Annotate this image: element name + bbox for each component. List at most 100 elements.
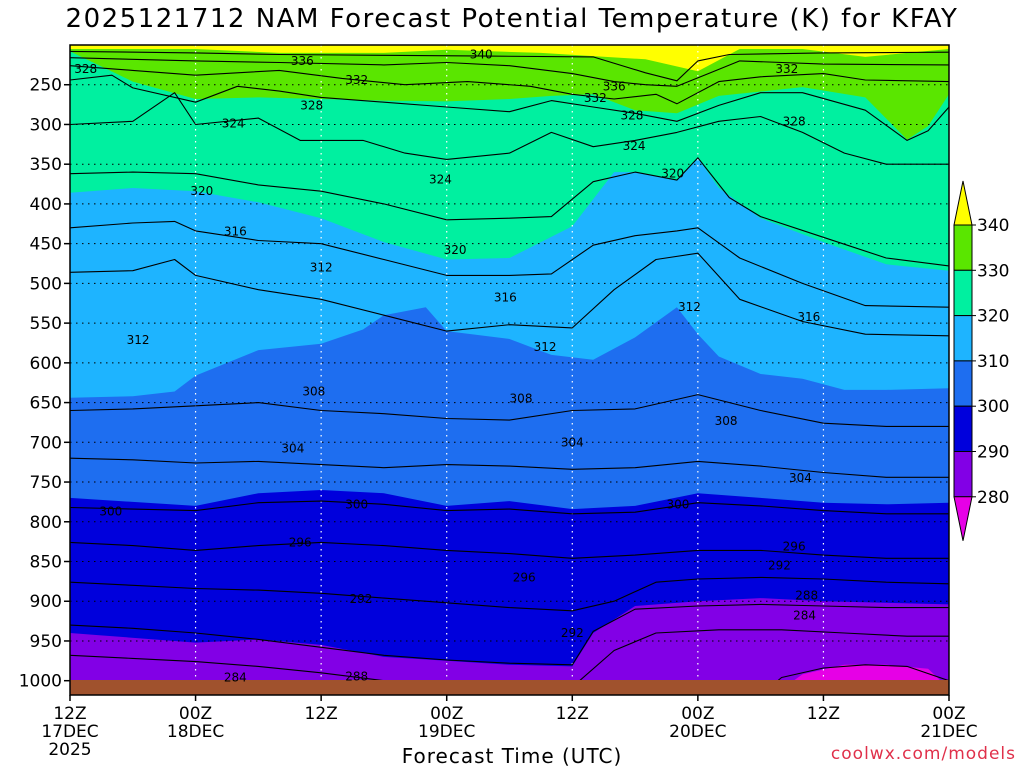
x-tick-label-36-line2: 19DEC bbox=[418, 722, 475, 742]
contour-label-0: 336 bbox=[291, 54, 314, 68]
contour-label-12: 320 bbox=[661, 167, 684, 181]
contour-label-41: 288 bbox=[345, 670, 368, 684]
colorbar-bin-340 bbox=[953, 180, 973, 226]
contour-label-25: 308 bbox=[715, 414, 738, 428]
y-tick-label-800: 800 bbox=[30, 513, 62, 533]
contour-336 bbox=[70, 57, 949, 87]
colorbar-label-310: 310 bbox=[977, 352, 1009, 372]
gridlines bbox=[70, 45, 949, 695]
contour-label-26: 304 bbox=[281, 442, 304, 456]
contour-label-39: 284 bbox=[793, 609, 816, 623]
contour-312 bbox=[70, 252, 949, 337]
y-tick-label-300: 300 bbox=[30, 115, 62, 135]
contour-label-36: 292 bbox=[349, 592, 372, 606]
x-tick-label-60-line1: 00Z bbox=[681, 704, 714, 724]
contour-label-20: 316 bbox=[797, 310, 820, 324]
colorbar-label-330: 330 bbox=[977, 261, 1009, 281]
contour-288 bbox=[70, 603, 949, 666]
x-tick-label-60-line2: 20DEC bbox=[669, 722, 726, 742]
x-tick-label-84-line1: 00Z bbox=[932, 704, 965, 724]
y-tick-label-950: 950 bbox=[30, 632, 62, 652]
colorbar-bin-320 bbox=[953, 269, 973, 317]
x-tick-label-24-line1: 12Z bbox=[305, 704, 338, 724]
y-tick-label-650: 650 bbox=[30, 394, 62, 414]
contour-label-34: 296 bbox=[783, 539, 806, 553]
contour-label-2: 328 bbox=[74, 62, 97, 76]
contour-316 bbox=[70, 220, 949, 308]
contour-label-19: 312 bbox=[678, 300, 701, 314]
contour-332 bbox=[70, 65, 949, 105]
colorbar-label-340: 340 bbox=[977, 216, 1009, 236]
y-tick-label-700: 700 bbox=[30, 433, 62, 453]
x-axis-label: Forecast Time (UTC) bbox=[401, 744, 623, 768]
contour-label-10: 324 bbox=[222, 117, 245, 131]
contour-label-22: 312 bbox=[534, 340, 557, 354]
colorbar-bin-310 bbox=[953, 315, 973, 362]
contour-label-29: 300 bbox=[99, 504, 122, 518]
colorbar-bin-300 bbox=[953, 360, 973, 407]
x-tick-label-48-line1: 12Z bbox=[556, 704, 589, 724]
contour-label-27: 304 bbox=[561, 435, 584, 449]
y-tick-label-550: 550 bbox=[30, 314, 62, 334]
contour-label-9: 328 bbox=[783, 114, 806, 128]
contour-label-18: 316 bbox=[494, 291, 517, 305]
contour-label-15: 316 bbox=[224, 225, 247, 239]
x-tick-label-72-line1: 12Z bbox=[807, 704, 840, 724]
contour-label-24: 308 bbox=[510, 392, 533, 406]
contour-label-3: 332 bbox=[345, 73, 368, 87]
contour-324 bbox=[70, 92, 949, 165]
contour-label-14: 320 bbox=[190, 184, 213, 198]
contour-label-16: 320 bbox=[444, 243, 467, 257]
contour-label-13: 324 bbox=[429, 172, 452, 186]
y-tick-label-450: 450 bbox=[30, 235, 62, 255]
colorbar-bin-270 bbox=[953, 496, 973, 541]
x-tick-label-84-line2: 21DEC bbox=[920, 722, 977, 742]
contour-label-4: 332 bbox=[775, 62, 798, 76]
y-tick-label-350: 350 bbox=[30, 155, 62, 175]
colorbar-label-300: 300 bbox=[977, 397, 1009, 417]
contour-label-40: 284 bbox=[224, 671, 247, 685]
colorbar-label-320: 320 bbox=[977, 307, 1009, 327]
colorbar: 340 330 320 310 300 290 280 bbox=[953, 180, 1009, 541]
x-tick-label-36-line1: 00Z bbox=[430, 704, 463, 724]
colorbar-label-280: 280 bbox=[977, 488, 1009, 508]
contour-320 bbox=[70, 157, 949, 267]
contour-label-5: 336 bbox=[603, 79, 626, 93]
contour-label-7: 328 bbox=[300, 98, 323, 112]
colorbar-label-290: 290 bbox=[977, 443, 1009, 463]
contour-label-21: 312 bbox=[127, 333, 150, 347]
chart-title: 2025121712 NAM Forecast Potential Temper… bbox=[65, 4, 959, 34]
contour-label-11: 324 bbox=[623, 139, 646, 153]
contour-label-17: 312 bbox=[310, 260, 333, 274]
y-tick-label-1000: 1000 bbox=[19, 672, 62, 692]
y-axis-ticks: 250 300 350 400 450 500 550 600 650 700 750 800 850 9… bbox=[19, 76, 70, 692]
contour-label-30: 300 bbox=[345, 497, 368, 511]
contour-label-1: 340 bbox=[470, 48, 493, 62]
contour-label-35: 292 bbox=[768, 558, 791, 572]
x-tick-label-0-line2: 17DEC bbox=[41, 722, 98, 742]
contour-label-32: 296 bbox=[289, 535, 312, 549]
filled-bands bbox=[70, 49, 949, 695]
contour-label-31: 300 bbox=[667, 497, 690, 511]
contour-308 bbox=[70, 394, 949, 427]
contour-label-23: 308 bbox=[302, 384, 325, 398]
y-tick-label-250: 250 bbox=[30, 76, 62, 96]
contour-label-6: 332 bbox=[584, 91, 607, 105]
colorbar-bin-290 bbox=[953, 405, 973, 453]
contour-label-8: 328 bbox=[620, 109, 643, 123]
contour-300 bbox=[70, 500, 949, 515]
contour-lines bbox=[70, 50, 949, 695]
x-tick-label-12-line1: 00Z bbox=[179, 704, 212, 724]
terrain-strip bbox=[70, 680, 949, 695]
y-tick-label-500: 500 bbox=[30, 274, 62, 294]
contour-340 bbox=[70, 50, 949, 82]
colorbar-bin-280 bbox=[953, 451, 973, 498]
y-tick-label-750: 750 bbox=[30, 473, 62, 493]
y-tick-label-600: 600 bbox=[30, 354, 62, 374]
x-tick-label-12-line2: 18DEC bbox=[167, 722, 224, 742]
y-tick-label-850: 850 bbox=[30, 553, 62, 573]
contour-label-28: 304 bbox=[789, 471, 812, 485]
plot-frame bbox=[69, 44, 950, 696]
